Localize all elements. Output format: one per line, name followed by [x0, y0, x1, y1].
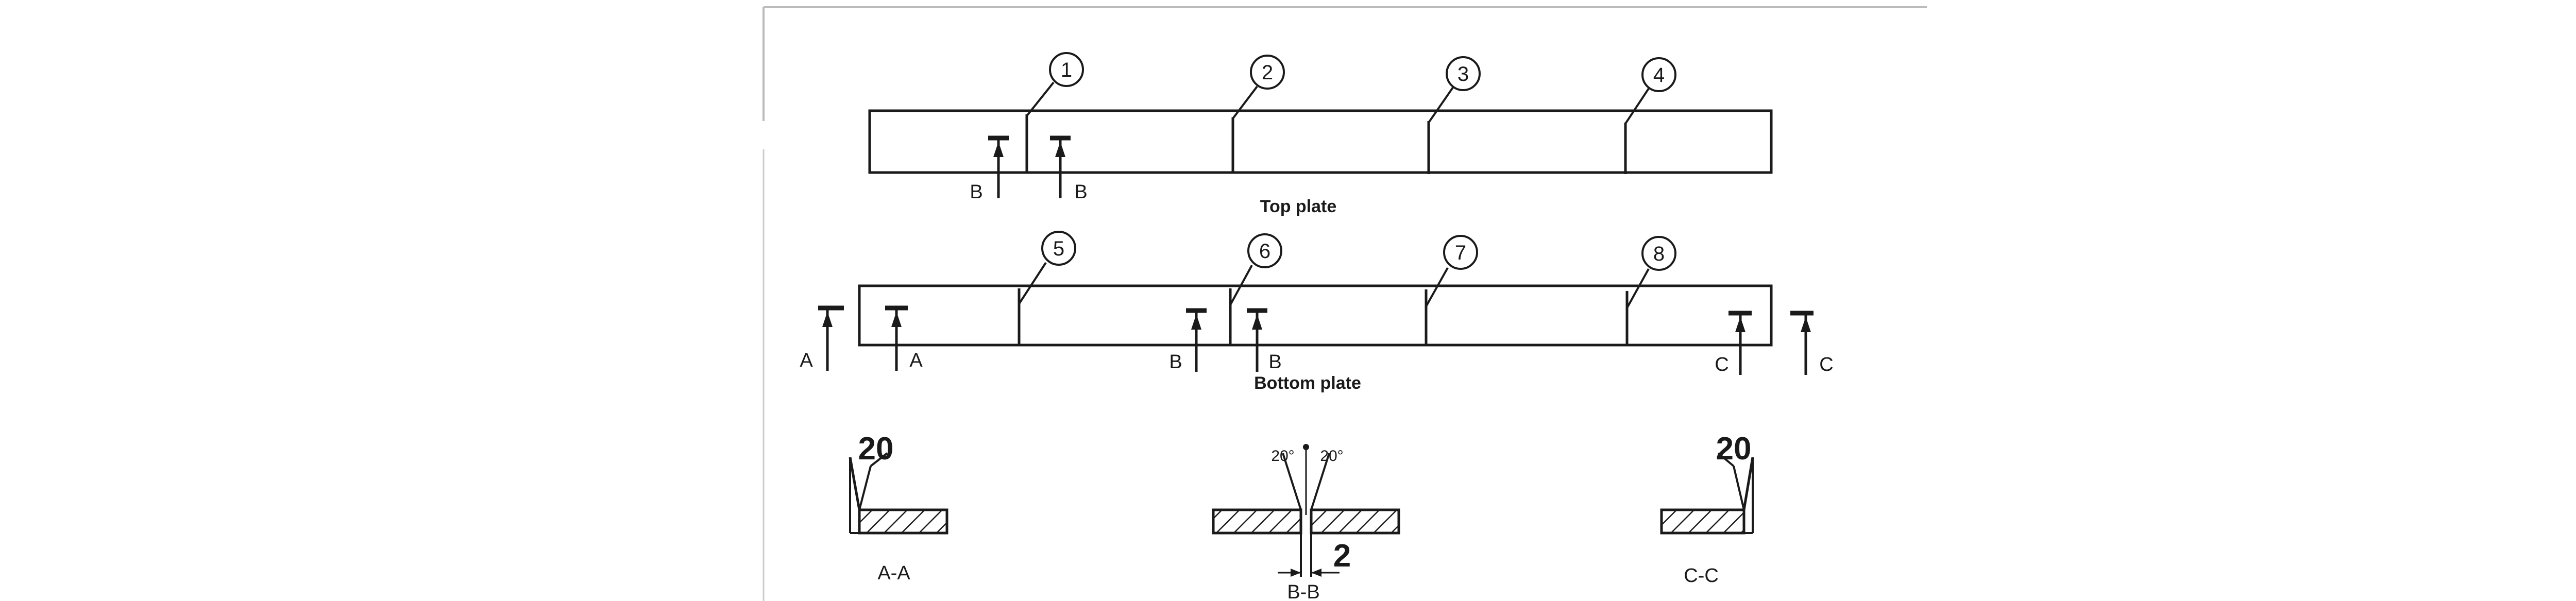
section-mark-b-bottom-left: B — [1169, 308, 1207, 373]
svg-text:20°: 20° — [1271, 448, 1294, 465]
section-mark-c-inner: C — [1715, 311, 1752, 375]
svg-text:3: 3 — [1458, 63, 1469, 85]
svg-text:20: 20 — [1716, 431, 1752, 467]
section-cc-detail: 20 C-C — [1660, 431, 1754, 587]
svg-text:7: 7 — [1455, 242, 1466, 264]
svg-text:A: A — [909, 350, 923, 371]
bottom-plate-label: Bottom plate — [1254, 373, 1361, 393]
joint-marker-7: 7 — [1443, 235, 1478, 270]
svg-text:20: 20 — [858, 431, 894, 467]
section-mark-c-outer: C — [1790, 311, 1834, 375]
section-mark-a-inner: A — [885, 305, 923, 371]
bottom-plate — [858, 284, 1773, 347]
joint-marker-4: 4 — [1641, 57, 1676, 92]
joint-marker-1: 1 — [1049, 52, 1084, 87]
bottom-joint-leaders — [1018, 262, 1650, 308]
top-plate-label: Top plate — [1260, 197, 1337, 216]
section-bb-detail: 20° 20° 2 B-B — [1212, 444, 1400, 601]
svg-text:B-B: B-B — [1287, 581, 1319, 601]
svg-text:1: 1 — [1061, 59, 1072, 81]
section-mark-b-top-right: B — [1050, 135, 1088, 203]
svg-text:B: B — [1074, 181, 1087, 203]
joint-marker-8: 8 — [1641, 236, 1676, 271]
svg-text:8: 8 — [1653, 243, 1665, 265]
section-mark-a-outer: A — [800, 305, 844, 371]
section-aa-detail: 20 A-A — [849, 431, 948, 584]
svg-text:2: 2 — [1262, 61, 1273, 84]
svg-text:4: 4 — [1653, 64, 1665, 87]
joint-marker-5: 5 — [1041, 231, 1076, 266]
svg-text:6: 6 — [1259, 240, 1270, 263]
section-mark-b-top-left: B — [970, 135, 1009, 203]
svg-text:C: C — [1819, 354, 1833, 375]
svg-text:20°: 20° — [1320, 448, 1343, 465]
joint-marker-3: 3 — [1446, 56, 1481, 91]
svg-text:A-A: A-A — [877, 562, 910, 584]
svg-text:C-C: C-C — [1684, 565, 1719, 587]
section-mark-b-bottom-right: B — [1247, 308, 1282, 373]
svg-text:B: B — [1268, 351, 1281, 373]
svg-text:2: 2 — [1333, 538, 1351, 574]
top-joint-leaders — [1026, 81, 1650, 125]
svg-text:B: B — [970, 181, 982, 203]
svg-text:B: B — [1169, 351, 1182, 373]
svg-text:A: A — [800, 350, 813, 371]
joint-marker-6: 6 — [1247, 233, 1282, 268]
svg-text:5: 5 — [1053, 237, 1064, 260]
joint-marker-2: 2 — [1250, 55, 1285, 90]
paper-sheet — [762, 6, 1927, 601]
svg-text:C: C — [1715, 354, 1728, 375]
top-plate — [868, 109, 1773, 174]
